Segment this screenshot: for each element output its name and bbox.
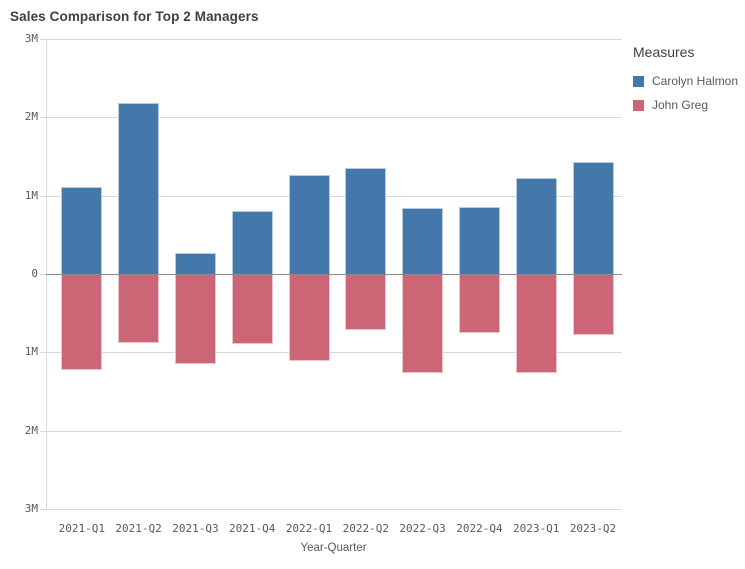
y-axis-tickmark bbox=[39, 509, 46, 510]
y-axis-tick-label: 3M bbox=[24, 502, 38, 515]
legend-item-label: Carolyn Halmon bbox=[652, 74, 739, 88]
y-axis-tickmark bbox=[39, 274, 46, 275]
bar-carolyn-halmon-2022-Q2[interactable] bbox=[345, 168, 387, 274]
y-axis-tick-label: 2M bbox=[24, 110, 38, 124]
y-axis-tickmark bbox=[39, 195, 46, 197]
chart-title: Sales Comparison for Top 2 Managers bbox=[10, 9, 259, 24]
bar-john-greg-2022-Q4[interactable] bbox=[458, 274, 500, 333]
legend-item-label: John Greg bbox=[652, 98, 709, 112]
legend-item-john-greg[interactable]: John Greg bbox=[633, 98, 743, 112]
bar-john-greg-2022-Q3[interactable] bbox=[402, 274, 444, 374]
bar-carolyn-halmon-2022-Q4[interactable] bbox=[458, 206, 500, 274]
x-axis-title: Year-Quarter bbox=[300, 542, 367, 554]
y-axis-tick-label: 0 bbox=[31, 267, 38, 280]
bar-john-greg-2021-Q2[interactable] bbox=[118, 274, 160, 343]
x-axis-tick-label: 2021-Q3 bbox=[172, 522, 219, 535]
x-axis-tick-label: 2023-Q2 bbox=[569, 522, 617, 535]
bar-john-greg-2021-Q1[interactable] bbox=[61, 274, 103, 370]
gridline-2M bbox=[45, 117, 622, 119]
bar-carolyn-halmon-2021-Q3[interactable] bbox=[174, 252, 216, 274]
gridline-1M bbox=[45, 195, 622, 197]
bar-carolyn-halmon-2022-Q1[interactable] bbox=[288, 174, 330, 274]
x-axis-tick-label: 2022-Q4 bbox=[456, 522, 503, 535]
bar-carolyn-halmon-2021-Q2[interactable] bbox=[118, 103, 160, 274]
y-axis-tickmark bbox=[39, 352, 46, 354]
gridline-2M bbox=[45, 430, 622, 432]
x-axis-tick-label: 2022-Q1 bbox=[285, 522, 333, 535]
bar-john-greg-2023-Q1[interactable] bbox=[515, 274, 557, 373]
y-axis-tick-label: 2M bbox=[24, 423, 38, 437]
gridline-3M bbox=[45, 39, 622, 40]
y-axis-tick-label: 3M bbox=[24, 32, 38, 45]
bar-john-greg-2022-Q1[interactable] bbox=[288, 274, 330, 361]
bar-carolyn-halmon-2022-Q3[interactable] bbox=[402, 208, 444, 274]
x-axis-tick-label: 2022-Q2 bbox=[342, 522, 389, 535]
x-axis-tick-label: 2021-Q1 bbox=[58, 522, 105, 535]
bar-john-greg-2023-Q2[interactable] bbox=[572, 274, 614, 336]
bar-carolyn-halmon-2021-Q4[interactable] bbox=[231, 210, 273, 274]
x-axis-tick-label: 2022-Q3 bbox=[399, 522, 446, 535]
legend-swatch-icon bbox=[633, 99, 644, 111]
x-axis-tick-label: 2021-Q2 bbox=[115, 522, 162, 535]
zero-baseline bbox=[45, 274, 622, 275]
x-axis-tick-label: 2021-Q4 bbox=[229, 522, 276, 535]
legend: Measures Carolyn Halmon John Greg bbox=[633, 44, 743, 112]
bar-carolyn-halmon-2023-Q1[interactable] bbox=[515, 177, 557, 274]
y-axis-tickmark bbox=[39, 39, 46, 40]
bar-john-greg-2021-Q4[interactable] bbox=[231, 274, 273, 344]
legend-title: Measures bbox=[633, 44, 695, 60]
y-axis-tickmark bbox=[39, 117, 46, 119]
bar-carolyn-halmon-2023-Q2[interactable] bbox=[572, 161, 614, 274]
x-axis-tick-label: 2023-Q1 bbox=[513, 522, 560, 535]
bar-carolyn-halmon-2021-Q1[interactable] bbox=[61, 187, 103, 274]
y-axis-tick-label: 1M bbox=[24, 345, 38, 359]
y-axis-tick-label: 1M bbox=[24, 188, 38, 202]
legend-swatch-icon bbox=[633, 75, 644, 87]
legend-item-carolyn-halmon[interactable]: Carolyn Halmon bbox=[633, 74, 743, 88]
bar-john-greg-2021-Q3[interactable] bbox=[174, 274, 216, 365]
gridline-1M bbox=[45, 352, 622, 354]
y-axis-tickmark bbox=[39, 430, 46, 432]
gridline-3M bbox=[45, 509, 622, 510]
bar-john-greg-2022-Q2[interactable] bbox=[345, 274, 387, 330]
